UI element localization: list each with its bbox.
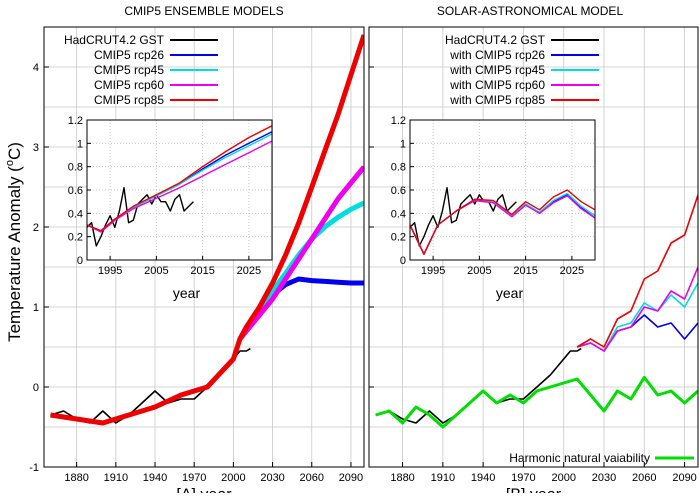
- x-tick-label: 1970: [511, 472, 535, 484]
- y-tick-label: -1: [29, 462, 39, 474]
- inset-y-tick-label: 0.2: [391, 232, 406, 244]
- inset: 1995 2005 2015 2025 0 0.2 0.4 0.6 0.8 1 1.2 year: [68, 115, 273, 301]
- series-line: [576, 266, 698, 352]
- x-tick-label: 2060: [632, 472, 656, 484]
- y-tick-label: 4: [33, 62, 39, 74]
- inset-y-tick-label: 0.8: [391, 162, 406, 174]
- y-tick-label: 3: [33, 142, 39, 154]
- legend-label: CMIP5 rcp26: [94, 48, 164, 62]
- x-tick-label: 2090: [339, 472, 363, 484]
- inset-y-tick-label: 0: [77, 255, 83, 267]
- series-group: [50, 34, 364, 426]
- x-tick-label: 1940: [143, 472, 167, 484]
- chart-title: CMIP5 ENSEMBLE MODELS: [124, 4, 283, 18]
- legend-label: CMIP5 rcp45: [94, 63, 164, 77]
- y-axis-label: Temperature Anomaly (oC): [4, 142, 24, 342]
- y-tick-label: 0: [33, 382, 39, 394]
- inset-x-tick-label: 1995: [98, 265, 122, 277]
- inset-x-axis-label: year: [173, 285, 201, 301]
- series-line: [50, 347, 251, 424]
- x-tick-label: 1970: [182, 472, 206, 484]
- inset-series-group: [87, 125, 272, 247]
- y-tick-label: 2: [33, 222, 39, 234]
- inset: 1995 2005 2015 2025 0 0.2 0.4 0.6 0.8 1 1.2 year: [391, 115, 596, 301]
- legend-label: CMIP5 rcp60: [94, 78, 164, 92]
- x-tick-label: 2000: [551, 472, 575, 484]
- inset-y-tick-label: 1.2: [68, 115, 83, 127]
- legend-label: with CMIP5 rcp60: [449, 78, 545, 92]
- legend-label: CMIP5 rcp85: [94, 93, 164, 107]
- inset-y-tick-label: 1: [77, 138, 83, 150]
- y-axis-label-sup: o: [4, 160, 16, 166]
- inset-x-tick-label: 2025: [237, 265, 261, 277]
- inset-y-tick-label: 1.2: [391, 115, 406, 127]
- inset-series-line: [87, 140, 272, 233]
- plot-frame: [43, 26, 365, 468]
- x-tick-label: 1910: [104, 472, 128, 484]
- x-tick-label: 2060: [300, 472, 324, 484]
- inset-y-tick-label: 1: [400, 138, 406, 150]
- legend-label: with CMIP5 rcp85: [449, 93, 545, 107]
- inset-y-tick-label: 0.2: [68, 232, 83, 244]
- series-group: [375, 194, 698, 429]
- chart-title: SOLAR-ASTRONOMICAL MODEL: [437, 4, 624, 18]
- inset-series-line: [410, 187, 517, 247]
- x-tick-label: 2030: [260, 472, 284, 484]
- inset-x-tick-label: 2015: [190, 265, 214, 277]
- y-axis-label-base: Temperature Anomaly (: [5, 166, 24, 342]
- inset-x-tick-label: 2005: [144, 265, 168, 277]
- x-axis-label: [B] year: [506, 486, 562, 493]
- x-tick-label: 2090: [672, 472, 696, 484]
- inset-series-line: [410, 189, 595, 255]
- inset-y-tick-label: 0.4: [391, 208, 406, 220]
- x-tick-label: 2030: [592, 472, 616, 484]
- x-tick-label: 1910: [431, 472, 455, 484]
- inset-x-tick-label: 1995: [421, 265, 445, 277]
- series-line: [375, 375, 698, 429]
- series-line: [50, 34, 364, 426]
- legend-label: with CMIP5 rcp26: [449, 48, 545, 62]
- inset-y-tick-label: 0.6: [391, 185, 406, 197]
- inset-x-tick-label: 2025: [560, 265, 584, 277]
- inset-x-axis-label: year: [496, 285, 524, 301]
- x-tick-label: 1880: [390, 472, 414, 484]
- inset-y-tick-label: 0.6: [68, 185, 83, 197]
- inset-y-tick-label: 0.8: [68, 162, 83, 174]
- inset-series-line: [87, 125, 272, 232]
- x-tick-label: 1940: [471, 472, 495, 484]
- legend-label-harmonic: Harmonic natural vaiability: [509, 451, 650, 465]
- inset-x-tick-label: 2015: [513, 265, 537, 277]
- inset-y-tick-label: 0: [400, 255, 406, 267]
- legend-label: HadCRUT4.2 GST: [64, 33, 165, 47]
- inset-y-tick-label: 0.4: [68, 208, 83, 220]
- y-tick-label: 1: [33, 302, 39, 314]
- x-tick-label: 2000: [221, 472, 245, 484]
- x-axis-label: [A] year: [176, 486, 232, 493]
- series-line: [237, 165, 364, 341]
- plot-frame: [368, 26, 699, 468]
- legend-label: with CMIP5 rcp45: [449, 63, 545, 77]
- y-axis-label-end: C): [5, 142, 24, 160]
- inset-series-group: [410, 187, 595, 255]
- legend-label: HadCRUT4.2 GST: [445, 33, 546, 47]
- x-tick-label: 1880: [64, 472, 88, 484]
- series-line: [576, 194, 698, 348]
- inset-x-tick-label: 2005: [467, 265, 491, 277]
- panel-b: SOLAR-ASTRONOMICAL MODEL 1880 1910 1940 1970…: [368, 4, 699, 498]
